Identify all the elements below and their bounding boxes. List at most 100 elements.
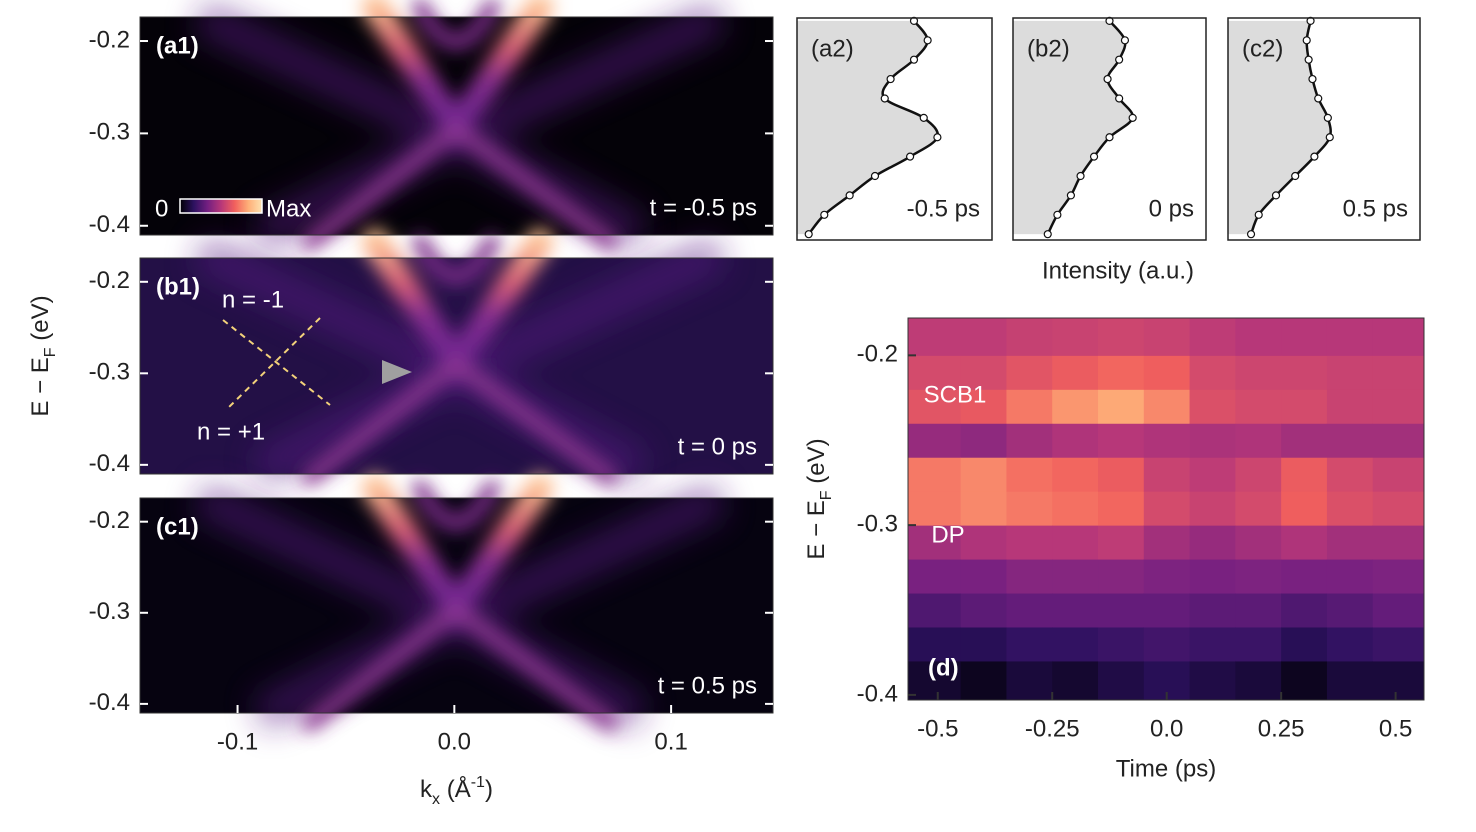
heatmap-cell [908, 491, 962, 526]
axis-label: kx (Å-1) [420, 774, 493, 808]
edc-point [1103, 74, 1112, 84]
y-tick-label: -0.2 [89, 26, 130, 53]
heatmap-cell [1372, 593, 1425, 628]
heatmap-cell [960, 389, 1007, 424]
heatmap-cell [1006, 318, 1053, 356]
edc-point [1120, 36, 1130, 45]
heatmap-cell [1098, 593, 1145, 628]
heatmap-cell [960, 525, 1007, 560]
heatmap-cell [1098, 491, 1145, 526]
heatmap-cell [1143, 525, 1191, 560]
edc-point [1115, 94, 1124, 103]
heatmap-cell [1281, 355, 1328, 390]
edc-point [1310, 152, 1319, 161]
heatmap-cell [1372, 389, 1425, 424]
edc-area [1228, 20, 1331, 235]
heatmap-cell [908, 423, 962, 458]
edc-point [1076, 171, 1085, 181]
heatmap-cell [1326, 593, 1374, 628]
heatmap-cell [960, 318, 1007, 356]
x-tick-label: -0.25 [1025, 715, 1080, 742]
heatmap-cell [960, 593, 1007, 628]
y-tick-label: -0.2 [89, 507, 130, 534]
heatmap-cell [1098, 389, 1145, 424]
axis-label: E − EF (eV) [803, 438, 834, 559]
heatmap-cell [1372, 559, 1425, 594]
heatmap-cell [1189, 389, 1236, 424]
label-part: F [818, 490, 835, 500]
heatmap-cell [1052, 593, 1099, 628]
heatmap-cell [908, 660, 962, 701]
heatmap-cell [1326, 525, 1374, 560]
edc-frame [1227, 17, 1421, 241]
edc-point [1308, 74, 1317, 84]
heatmap-cell [1189, 525, 1236, 560]
heatmap-cell [1281, 626, 1328, 662]
heatmap-cell [1052, 525, 1099, 560]
heatmap-cell [1281, 593, 1328, 628]
heatmap-cell [1098, 457, 1145, 492]
heatmap-cell [1143, 457, 1191, 492]
heatmap-cell [1006, 525, 1053, 560]
heatmap-cell [1052, 626, 1099, 662]
heatmap-cell [1235, 626, 1282, 662]
heatmap-cell [960, 355, 1007, 390]
heatmap-cell [1189, 593, 1236, 628]
heatmap-cell [1372, 423, 1425, 458]
edc-point [1066, 191, 1076, 200]
heatmap-cell [908, 593, 962, 628]
heatmap-cell [960, 423, 1007, 458]
heatmap-cell [960, 491, 1007, 526]
heatmap-cell [1235, 559, 1282, 594]
heatmap-cell [1235, 389, 1282, 424]
label-part: (eV) [27, 295, 54, 347]
panel-label: (b2) [1027, 35, 1070, 62]
colorbar [179, 198, 263, 214]
edc-point [1323, 113, 1332, 122]
heatmap-cell [1098, 355, 1145, 390]
heatmap-cell [1143, 491, 1191, 526]
edc-area [797, 20, 938, 235]
edc-point [1291, 171, 1300, 181]
annotation: -0.5 ps [907, 195, 980, 222]
heatmap-cell [960, 626, 1007, 662]
annotation: SCB1 [924, 381, 987, 408]
edc-point [1246, 230, 1256, 239]
label-part: E − E [27, 357, 54, 416]
heatmap-cell [1326, 423, 1374, 458]
heatmap-cell [908, 457, 962, 492]
heatmap-cell [908, 355, 962, 390]
arpes-images [139, 7, 1367, 723]
heatmap-cell [1372, 491, 1425, 526]
edc-point [1302, 36, 1311, 45]
edc-point [1043, 230, 1052, 239]
edc-point [820, 210, 829, 219]
heatmap-cell [1326, 389, 1374, 424]
heatmap-cell [908, 525, 962, 560]
heatmap-cell [1098, 626, 1145, 662]
heatmap-cell [1372, 355, 1425, 390]
heatmap-cell [1189, 318, 1236, 356]
edc-point [905, 152, 915, 161]
heatmap-cell [1098, 318, 1145, 356]
heatmap-cell [1235, 593, 1282, 628]
x-tick-label: 0.0 [438, 728, 471, 755]
y-tick-label: -0.3 [89, 359, 130, 386]
heatmap-cell [1326, 660, 1374, 701]
annotation: t = -0.5 ps [650, 194, 757, 221]
heatmap-cell [1006, 355, 1053, 390]
y-tick-label: -0.3 [857, 510, 898, 537]
edc-point [919, 113, 928, 122]
x-tick-label: 0.5 [1379, 715, 1412, 742]
heatmap-cell [1189, 559, 1236, 594]
heatmap-cell [1281, 318, 1328, 356]
heatmap-cell [1281, 660, 1328, 701]
edc-point [1053, 210, 1062, 219]
heatmap-cell [1326, 355, 1374, 390]
heatmap-cell [1006, 660, 1053, 701]
x-tick-label: 0.25 [1258, 715, 1305, 742]
heatmap-cell [1235, 457, 1282, 492]
heatmap-cell [1372, 660, 1425, 701]
heatmap-cell [1098, 423, 1145, 458]
